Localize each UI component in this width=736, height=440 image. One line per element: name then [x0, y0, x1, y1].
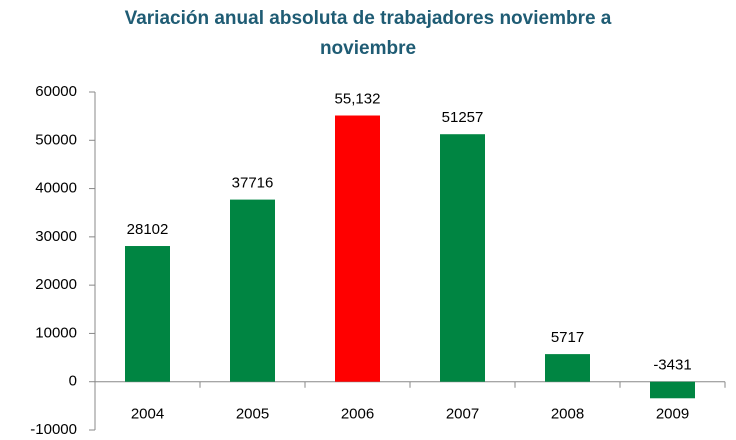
bar — [335, 115, 380, 382]
y-tick-label: 60000 — [35, 83, 77, 100]
value-label: -3431 — [653, 357, 691, 374]
x-tick-label: 2008 — [551, 406, 584, 423]
y-tick-label: 40000 — [35, 180, 77, 197]
x-tick-label: 2004 — [131, 406, 164, 423]
chart-title: Variación anual absoluta de trabajadores… — [124, 8, 612, 59]
bar — [545, 354, 590, 382]
x-tick-label: 2009 — [656, 406, 689, 423]
y-tick-label: 50000 — [35, 131, 77, 148]
value-label: 55,132 — [335, 90, 381, 107]
y-tick-label: 10000 — [35, 324, 77, 341]
bar — [440, 134, 485, 382]
bar — [125, 246, 170, 382]
y-tick-label: 0 — [69, 373, 77, 390]
y-tick-label: 20000 — [35, 276, 77, 293]
y-tick-label: -10000 — [30, 421, 77, 438]
value-label: 5717 — [551, 329, 584, 346]
x-tick-label: 2005 — [236, 406, 269, 423]
value-label: 37716 — [232, 175, 274, 192]
value-label: 51257 — [442, 109, 484, 126]
x-tick-label: 2007 — [446, 406, 479, 423]
x-tick-label: 2006 — [341, 406, 374, 423]
y-tick-label: 30000 — [35, 228, 77, 245]
bar — [230, 199, 275, 382]
bar — [650, 381, 695, 399]
value-label: 28102 — [127, 221, 169, 238]
